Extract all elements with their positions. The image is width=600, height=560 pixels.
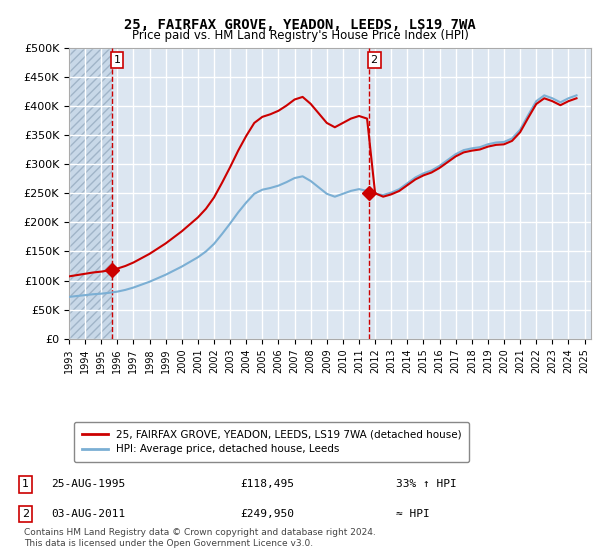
Text: Price paid vs. HM Land Registry's House Price Index (HPI): Price paid vs. HM Land Registry's House … bbox=[131, 29, 469, 42]
Text: 33% ↑ HPI: 33% ↑ HPI bbox=[396, 479, 457, 489]
Text: Contains HM Land Registry data © Crown copyright and database right 2024.
This d: Contains HM Land Registry data © Crown c… bbox=[24, 528, 376, 548]
Bar bbox=[69, 48, 112, 339]
Text: 03-AUG-2011: 03-AUG-2011 bbox=[51, 509, 125, 519]
Text: 1: 1 bbox=[22, 479, 29, 489]
Legend: 25, FAIRFAX GROVE, YEADON, LEEDS, LS19 7WA (detached house), HPI: Average price,: 25, FAIRFAX GROVE, YEADON, LEEDS, LS19 7… bbox=[74, 422, 469, 461]
Text: ≈ HPI: ≈ HPI bbox=[396, 509, 430, 519]
Text: £249,950: £249,950 bbox=[240, 509, 294, 519]
Text: 2: 2 bbox=[22, 509, 29, 519]
Text: £118,495: £118,495 bbox=[240, 479, 294, 489]
Text: 1: 1 bbox=[113, 55, 121, 65]
Text: 2: 2 bbox=[371, 55, 378, 65]
Text: 25, FAIRFAX GROVE, YEADON, LEEDS, LS19 7WA: 25, FAIRFAX GROVE, YEADON, LEEDS, LS19 7… bbox=[124, 18, 476, 32]
Text: 25-AUG-1995: 25-AUG-1995 bbox=[51, 479, 125, 489]
